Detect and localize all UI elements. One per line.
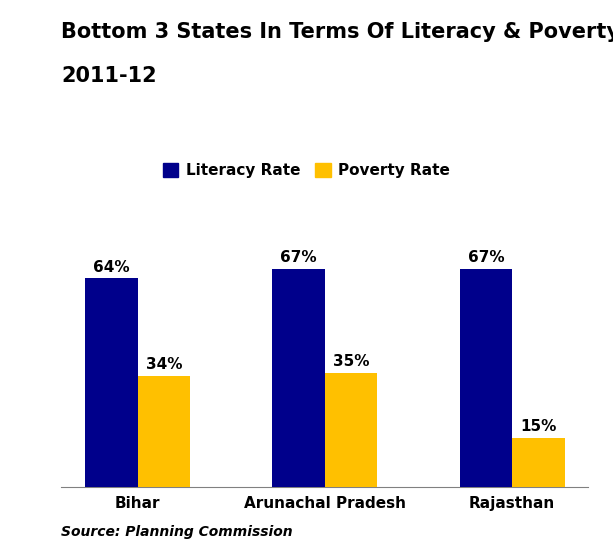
Legend: Literacy Rate, Poverty Rate: Literacy Rate, Poverty Rate [157,157,456,184]
Text: Source: Planning Commission: Source: Planning Commission [61,525,293,539]
Text: 15%: 15% [520,419,557,434]
Text: Bottom 3 States In Terms Of Literacy & Poverty Rates,: Bottom 3 States In Terms Of Literacy & P… [61,22,613,42]
Bar [325,373,378,487]
Bar [460,269,512,487]
Text: 2011-12: 2011-12 [61,66,157,86]
Text: 64%: 64% [93,259,130,274]
Bar [138,376,190,487]
Text: 34%: 34% [146,357,182,372]
Bar [272,269,325,487]
Text: 35%: 35% [333,354,370,369]
Bar [512,438,565,487]
Text: 67%: 67% [468,250,504,265]
Bar [85,279,138,487]
Text: 67%: 67% [280,250,317,265]
